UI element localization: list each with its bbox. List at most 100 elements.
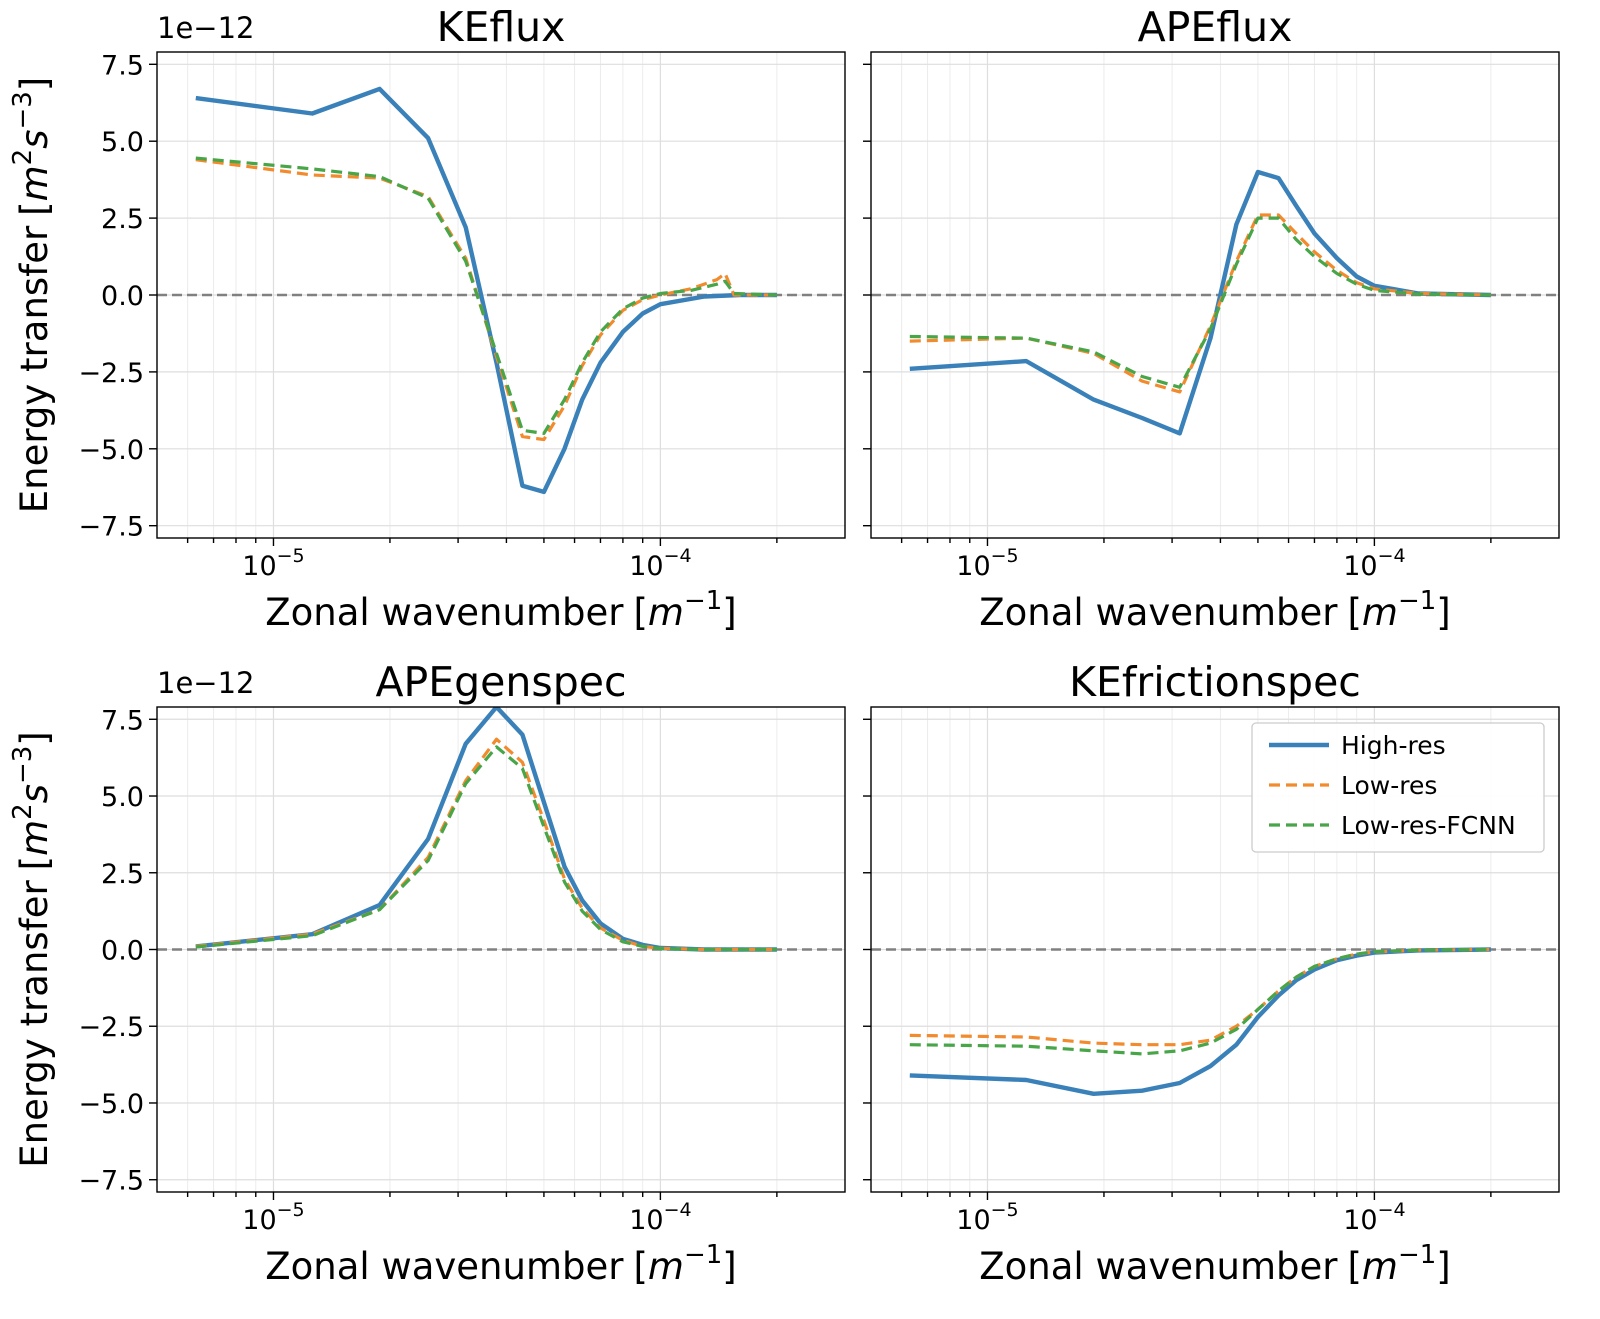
x-tick-label-base: 10 (242, 1205, 276, 1236)
y-tick-label: −7.5 (78, 512, 144, 543)
x-tick-label: 10−4 (1343, 545, 1405, 582)
x-axis-label-text: Zonal wavenumber (979, 1245, 1338, 1288)
y-axis-label-bracket: ] (13, 77, 56, 91)
x-tick-label: 10−4 (629, 545, 691, 582)
x-tick-label: 10−5 (242, 1199, 304, 1236)
y-tick-label: −2.5 (78, 358, 144, 389)
x-tick-label-exponent: −4 (1378, 1199, 1406, 1221)
x-axis-label-bracket: ] (1436, 591, 1450, 634)
y-tick-label: 5.0 (101, 127, 144, 158)
y-tick-label: 0.0 (101, 281, 144, 312)
x-axis-label-text: Zonal wavenumber (265, 1245, 624, 1288)
x-tick-label: 10−5 (956, 1199, 1018, 1236)
series-line-low-res (195, 737, 777, 952)
y-axis-label-exponent: 2 (8, 149, 38, 166)
legend: High-res Low-res Low-res-FCNN (1251, 722, 1545, 853)
x-axis-label: Zonal wavenumber [m−1] (979, 586, 1450, 634)
axes-frame (870, 51, 1560, 539)
x-tick-label-exponent: −5 (277, 545, 305, 567)
x-axis-label: Zonal wavenumber [m−1] (979, 1240, 1450, 1288)
panel-2: 10−5 10−4−7.5−5.0−2.50.02.55.07.5APEgensp… (8, 658, 846, 1288)
x-tick-label-base: 10 (1343, 1205, 1377, 1236)
y-tick-label: 7.5 (101, 50, 144, 81)
series-line-low-res (195, 158, 777, 442)
axes-frame (156, 51, 846, 539)
x-tick-label-exponent: −4 (664, 1199, 692, 1221)
legend-box (1251, 722, 1545, 853)
legend-label-low-res-fcnn: Low-res-FCNN (1341, 811, 1516, 840)
series-line-high-res (909, 947, 1491, 1097)
y-tick-label: −5.0 (78, 1089, 144, 1120)
y-tick-label: 5.0 (101, 782, 144, 813)
series-line-high-res (195, 707, 777, 952)
panel-title: KEflux (437, 3, 566, 51)
panel-0: 10−5 10−4−7.5−5.0−2.50.02.55.07.5KEfluxZo… (8, 3, 846, 634)
y-tick-label: 0.0 (101, 936, 144, 967)
x-tick-label: 10−5 (956, 545, 1018, 582)
y-tick-label: 2.5 (101, 204, 144, 235)
series-line-low-res-fcnn (195, 156, 777, 435)
y-axis-label: Energy transfer [m2s−3] (8, 731, 56, 1168)
y-axis-label-bracket: [ (13, 856, 56, 870)
x-axis-label-bracket: [ (1347, 1245, 1361, 1288)
x-tick-label-exponent: −4 (664, 545, 692, 567)
series-line-high-res (909, 169, 1491, 436)
offset-text: 1e−12 (157, 666, 255, 700)
series-line-low-res-fcnn (909, 947, 1491, 1056)
legend-label-high-res: High-res (1341, 731, 1446, 760)
x-axis-label-exponent: −1 (1398, 1240, 1436, 1270)
y-axis-label-exponent: −3 (8, 91, 38, 129)
y-tick-label: 7.5 (101, 705, 144, 736)
x-axis-label-unit: m (648, 591, 684, 634)
y-axis-label-exponent: −3 (8, 746, 38, 784)
y-tick-label: −7.5 (78, 1166, 144, 1197)
y-axis-label-unit-s: s (13, 784, 56, 803)
series-line-low-res-fcnn (909, 216, 1491, 389)
panel-title: APEgenspec (375, 658, 626, 706)
y-tick-label: −2.5 (78, 1012, 144, 1043)
panel-title: APEflux (1138, 3, 1293, 51)
x-axis-label: Zonal wavenumber [m−1] (265, 586, 736, 634)
x-tick-label: 10−4 (629, 1199, 691, 1236)
y-axis-label-text: Energy transfer (13, 880, 56, 1168)
offset-text: 1e−12 (157, 11, 255, 45)
x-axis-label-unit: m (1362, 1245, 1398, 1288)
y-tick-label: −5.0 (78, 435, 144, 466)
x-axis-label-exponent: −1 (684, 586, 722, 616)
x-axis-label-bracket: [ (633, 1245, 647, 1288)
x-tick-label: 10−4 (1343, 1199, 1405, 1236)
y-axis-label-exponent: 2 (8, 803, 38, 820)
x-tick-label-exponent: −5 (277, 1199, 305, 1221)
x-axis-label-unit: m (648, 1245, 684, 1288)
x-axis-label-text: Zonal wavenumber (979, 591, 1338, 634)
x-axis-label-text: Zonal wavenumber (265, 591, 624, 634)
x-tick-label-base: 10 (629, 1205, 663, 1236)
y-axis-label-bracket: [ (13, 201, 56, 215)
x-axis-label-unit: m (1362, 591, 1398, 634)
x-axis-label-bracket: [ (1347, 591, 1361, 634)
x-tick-label-base: 10 (956, 1205, 990, 1236)
x-tick-label-base: 10 (242, 551, 276, 582)
y-axis-label-unit-m: m (13, 165, 56, 201)
x-axis-label-bracket: ] (722, 591, 736, 634)
panel-1: 10−5 10−4 APEflux Zonal wavenumber [m−1] (863, 3, 1560, 634)
x-tick-label-base: 10 (629, 551, 663, 582)
axes-frame (156, 706, 846, 1193)
x-axis-label: Zonal wavenumber [m−1] (265, 1240, 736, 1288)
series-line-low-res (909, 947, 1491, 1047)
x-axis-label-bracket: [ (633, 591, 647, 634)
x-tick-label-base: 10 (956, 551, 990, 582)
legend-label-low-res: Low-res (1341, 771, 1437, 800)
y-axis-label: Energy transfer [m2s−3] (8, 77, 56, 514)
y-axis-label-unit-s: s (13, 130, 56, 149)
series-line-high-res (195, 86, 777, 495)
x-tick-label: 10−5 (242, 545, 304, 582)
axes-frame (870, 706, 1560, 1193)
x-tick-label-exponent: −5 (991, 545, 1019, 567)
x-axis-label-bracket: ] (1436, 1245, 1450, 1288)
series-line-low-res-fcnn (195, 745, 777, 952)
x-tick-label-exponent: −5 (991, 1199, 1019, 1221)
x-axis-label-exponent: −1 (684, 1240, 722, 1270)
